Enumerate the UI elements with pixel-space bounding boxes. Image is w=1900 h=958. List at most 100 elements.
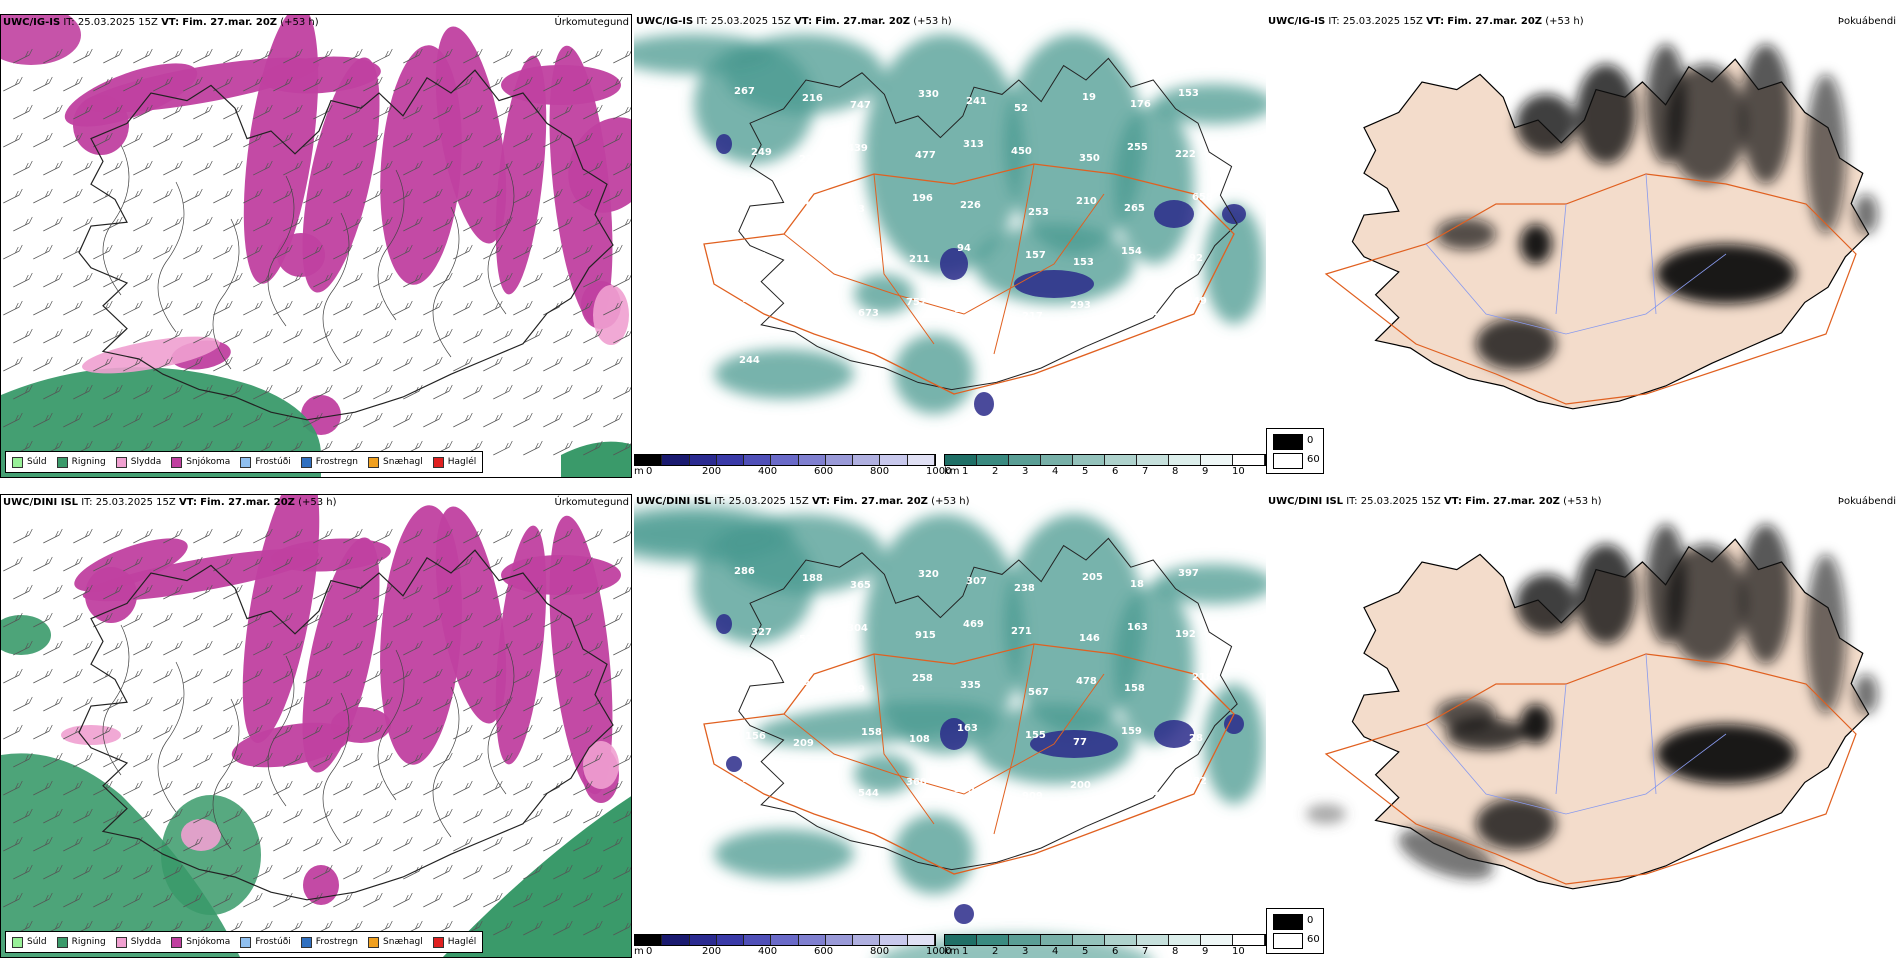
ceiling-label: 226 [960,200,981,211]
fog-swatch-dark [1273,434,1303,450]
iceland-outline [738,537,1238,871]
model-name: UWC/IG-IS [1268,16,1326,27]
vt-value: Fim. 27.mar. 20Z [1447,16,1543,27]
legend-label: Frostregn [315,457,359,467]
ceiling-label: 265 [1124,203,1145,214]
legend-label: Súld [27,937,47,947]
fog-legend-high: 60 [1307,454,1320,465]
ceiling-label: 73 [790,301,804,312]
fog-map [1324,44,1878,410]
ceiling-label: 37 [793,258,807,269]
legend-swatch [240,456,252,468]
ceiling-label: 531 [799,634,820,645]
it-label: IT: [63,17,75,28]
visibility-tick: 4 [1052,466,1059,477]
precip-legend: Súld Rigning Slydda Snjókoma Frostúði Frostre… [5,451,484,473]
ceiling-label: 142 [742,294,763,305]
ceiling-label: 909 [1022,791,1043,802]
legend-swatch [12,936,23,948]
ceiling-label: 304 [847,623,868,634]
lead-time: (+53 h) [298,497,337,508]
fog-panel: UWC/DINI ISL IT: 25.03.2025 15Z VT: Fim.… [1266,494,1900,958]
visibility-tick: 9 [1202,946,1209,957]
ceiling-label: 127 [748,670,769,681]
ceiling-label: 253 [1028,207,1049,218]
precip-map [1,15,631,477]
ceiling-label: 307 [966,576,987,587]
ceiling-tick: 200 [702,946,722,957]
visibility-map: 267 216 747 330 241 52 19 176 153 249 23 439 477 313 4… [634,34,1266,416]
ceiling-label: 173 [1138,787,1159,798]
ceiling-label: 658 [1192,192,1213,203]
ceiling-label: 567 [1028,687,1049,698]
ceiling-label: 320 [918,569,939,580]
legend-swatch [115,456,127,468]
legend-swatch [240,936,252,948]
panel-header: UWC/DINI ISL IT: 25.03.2025 15Z VT: Fim.… [1,495,337,511]
ceiling-label: 271 [1011,626,1032,637]
ceiling-label: 293 [1070,300,1091,311]
ceiling-label: 244 [739,355,760,366]
ceiling-bar [634,934,936,946]
fog-legend: 0 60 [1266,908,1324,954]
it-value: 25.03.2025 15Z [710,16,791,27]
ceiling-tick: 800 [870,946,890,957]
ceiling-label: 155 [748,190,769,201]
it-label: IT: [1328,16,1340,27]
visibility-tick: 9 [1202,466,1209,477]
iceland-outline [738,57,1238,391]
fog-swatch-dark [1273,914,1303,930]
lead-time: (+53 h) [280,17,319,28]
ceiling-tick: 1000 [926,466,952,477]
legend-item: Snjókoma [171,456,231,468]
visibility-tick: 3 [1022,946,1029,957]
ceiling-label: 28 [1189,733,1203,744]
visibility-tick: 8 [1172,466,1179,477]
legend-item: Haglél [432,456,476,468]
legend-label: Snjókoma [186,457,231,467]
ceiling-label: 163 [957,723,978,734]
ceiling-label: 255 [1127,142,1148,153]
ceiling-tick: 600 [814,466,834,477]
ceiling-unit: m [634,946,644,957]
ceiling-label: 222 [1175,149,1196,160]
ceiling-label: 149 [1186,296,1207,307]
visibility-tick: 10 [1232,946,1245,957]
ceiling-label: 196 [912,193,933,204]
visibility-tick: 5 [1082,466,1089,477]
visibility-map: 2861883653203072382051839732753130491546… [634,504,1266,958]
it-value: 25.03.2025 15Z [77,17,158,28]
vt-value: Fim. 27.mar. 20Z [815,16,911,27]
ceiling-tick: 0 [646,466,653,477]
fog-legend-high: 60 [1307,934,1320,945]
legend-swatch [368,936,380,948]
vt-value: Fim. 27.mar. 20Z [833,496,928,507]
legend-label: Slydda [130,457,162,467]
legend-swatch [432,456,444,468]
legend-item: Snæhagl [368,936,423,948]
visibility-tick: 7 [1142,466,1149,477]
precip-type-panel: UWC/DINI ISL IT: 25.03.2025 15Z VT: Fim.… [0,494,632,958]
ceiling-tick: 800 [870,466,890,477]
ceiling-label: 915 [915,630,936,641]
ceiling-label: 330 [918,89,939,100]
legend-label: Frostúði [255,937,291,947]
ceiling-label: 450 [1011,146,1032,157]
ceiling-label: 10 [954,304,968,315]
model-name: UWC/DINI ISL [1268,496,1344,507]
vt-label: VT: [1443,496,1462,507]
ceiling-label: 439 [847,143,868,154]
ceiling-label: 159 [1121,726,1142,737]
ceiling-label: 544 [858,788,879,799]
ceiling-label: 249 [751,147,772,158]
panel-header: UWC/DINI ISL IT: 25.03.2025 15Z VT: Fim.… [1266,494,1602,510]
fog-legend: 0 60 [1266,428,1324,474]
it-label: IT: [81,497,93,508]
legend-item: Frostúði [240,456,291,468]
ceiling-label: 335 [960,680,981,691]
ceiling-label: 74 [790,781,804,792]
legend-item: Súld [12,456,47,468]
ceiling-colorbar: m 0 200 400 600 800 1000 [634,454,951,478]
ceiling-label: 52 [1014,103,1028,114]
vt-value: Fim. 27.mar. 20Z [182,17,278,28]
